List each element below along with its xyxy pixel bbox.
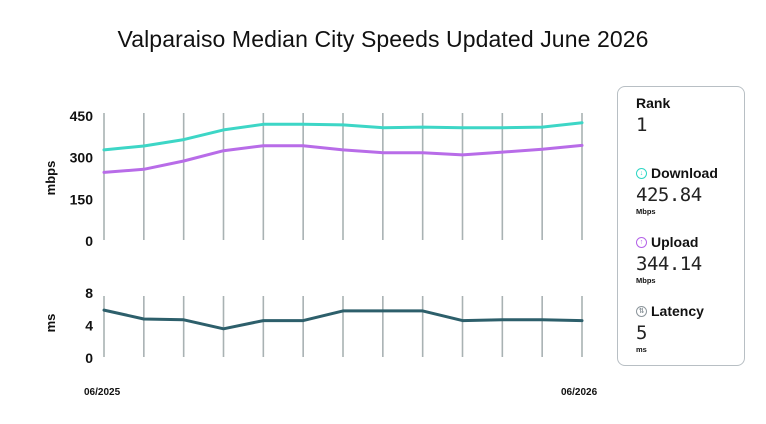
latency-series (102, 308, 584, 331)
speed-charts: 450 300 150 0 8 4 0 mbps ms 06/2025 06/2026 (43, 108, 598, 398)
latency-value: 5 (636, 322, 647, 344)
latency-y-tick-label: 8 (85, 285, 93, 301)
latency-y-tick-label: 4 (85, 318, 93, 334)
speed-y-tick-label: 450 (70, 108, 94, 124)
stats-card: Rank 1 ↓ Download 425.84 Mbps ↑ Upload 3… (617, 86, 745, 366)
download-value: 425.84 (636, 184, 702, 206)
speed-y-ticks: 450 300 150 0 (70, 108, 94, 249)
speed-y-tick-label: 0 (85, 233, 93, 249)
download-series-line (102, 121, 584, 152)
latency-label: Latency (651, 303, 704, 319)
x-start-label: 06/2025 (84, 387, 121, 398)
rank-label: Rank (636, 95, 671, 111)
chart-title: Valparaiso Median City Speeds Updated Ju… (117, 26, 649, 52)
speed-gridlines (103, 113, 583, 240)
upload-label: Upload (651, 234, 699, 250)
upload-unit: Mbps (636, 276, 656, 285)
latency-unit: ms (636, 345, 647, 354)
latency-stat: ⇅ Latency 5 ms (636, 303, 704, 354)
speed-series (102, 121, 584, 174)
latency-icon: ⇅ (636, 305, 647, 317)
rank-value: 1 (636, 114, 647, 136)
upload-icon: ↑ (636, 236, 647, 248)
speed-y-tick-label: 150 (70, 191, 94, 207)
x-end-label: 06/2026 (561, 387, 598, 398)
download-stat: ↓ Download 425.84 Mbps (636, 165, 718, 216)
latency-y-ticks: 8 4 0 (85, 285, 93, 366)
download-icon: ↓ (636, 167, 647, 179)
latency-y-tick-label: 0 (85, 350, 93, 366)
download-label: Download (651, 165, 718, 181)
latency-gridlines (103, 296, 583, 357)
latency-axis-label: ms (43, 314, 58, 333)
upload-series-line (102, 143, 584, 174)
latency-series-line (102, 308, 584, 331)
upload-value: 344.14 (636, 253, 702, 275)
download-unit: Mbps (636, 207, 656, 216)
speed-axis-label: mbps (43, 161, 58, 196)
upload-stat: ↑ Upload 344.14 Mbps (636, 234, 702, 285)
rank-stat: Rank 1 (636, 95, 670, 136)
speed-y-tick-label: 300 (70, 150, 94, 166)
